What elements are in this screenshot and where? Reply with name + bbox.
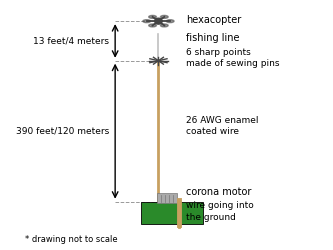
Text: 6 sharp points
made of sewing pins: 6 sharp points made of sewing pins: [186, 48, 280, 68]
Text: 390 feet/120 meters: 390 feet/120 meters: [16, 127, 109, 136]
Ellipse shape: [149, 16, 157, 18]
Bar: [142, 202, 203, 224]
Text: 26 AWG enamel
coated wire: 26 AWG enamel coated wire: [186, 116, 259, 136]
Text: hexacopter: hexacopter: [186, 15, 241, 25]
Ellipse shape: [166, 20, 174, 23]
Text: 13 feet/4 meters: 13 feet/4 meters: [33, 36, 109, 46]
Ellipse shape: [161, 24, 168, 27]
Ellipse shape: [149, 24, 157, 27]
Bar: [157, 194, 177, 203]
Circle shape: [155, 18, 162, 24]
Text: wire going into
the ground: wire going into the ground: [186, 202, 254, 222]
Text: * drawing not to scale: * drawing not to scale: [25, 235, 118, 244]
Ellipse shape: [161, 16, 168, 18]
Text: corona motor: corona motor: [186, 187, 252, 197]
Text: fishing line: fishing line: [186, 34, 240, 43]
Ellipse shape: [143, 20, 151, 23]
